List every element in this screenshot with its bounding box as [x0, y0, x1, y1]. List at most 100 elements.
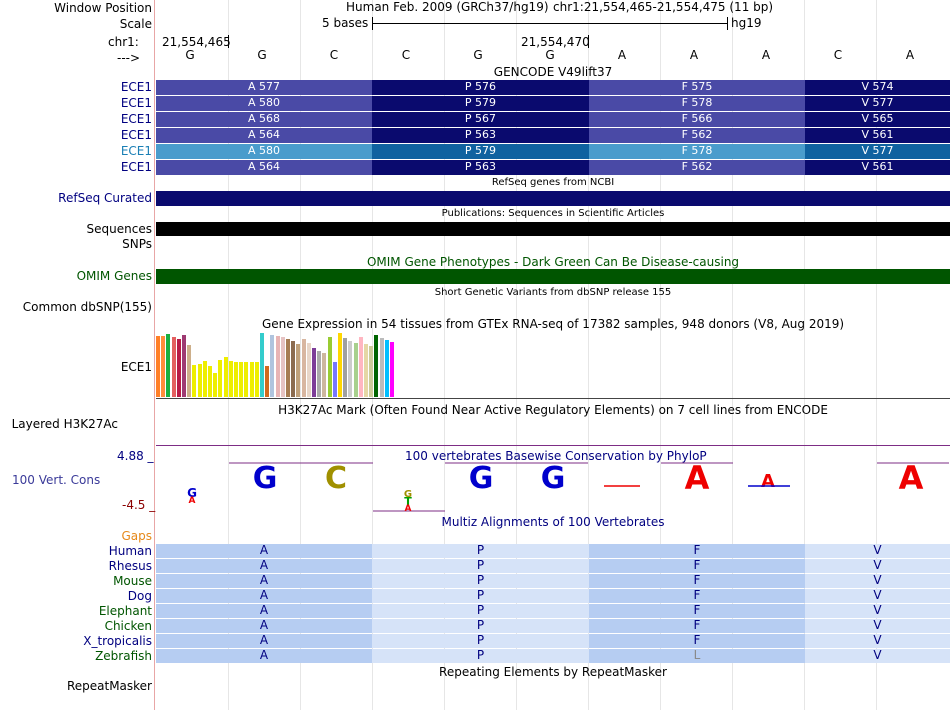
species-label[interactable]: Rhesus: [108, 559, 152, 573]
gtex-tissue-bar[interactable]: [312, 348, 316, 397]
amino-acid-label: P 563: [464, 128, 497, 141]
gtex-tissue-bar[interactable]: [343, 338, 347, 397]
sequences-label[interactable]: Sequences: [86, 222, 152, 236]
gtex-title: Gene Expression in 54 tissues from GTEx …: [261, 317, 845, 331]
h3k27ac-label[interactable]: Layered H3K27Ac: [11, 417, 118, 431]
gtex-tissue-bar[interactable]: [281, 337, 285, 397]
species-label[interactable]: Elephant: [98, 604, 152, 618]
species-label[interactable]: Mouse: [113, 574, 152, 588]
phylop-label[interactable]: 100 Vert. Cons: [12, 473, 101, 487]
alignment-codon: F: [589, 603, 805, 618]
gtex-tissue-bar[interactable]: [203, 361, 207, 397]
gtex-tissue-bar[interactable]: [229, 361, 233, 397]
alignment-codon: V: [805, 588, 950, 603]
gtex-tissue-bar[interactable]: [156, 336, 160, 397]
gtex-tissue-bar[interactable]: [359, 337, 363, 397]
gtex-tissue-bar[interactable]: [250, 362, 254, 397]
sequences-bar[interactable]: [156, 222, 950, 236]
alignment-codon: F: [589, 588, 805, 603]
gtex-tissue-bar[interactable]: [291, 341, 295, 397]
alignment-amino-acid: F: [693, 618, 701, 632]
gtex-tissue-bar[interactable]: [286, 339, 290, 397]
gtex-tissue-bar[interactable]: [307, 343, 311, 397]
gtex-tissue-bar[interactable]: [390, 342, 394, 397]
species-label[interactable]: Dog: [127, 589, 152, 603]
gtex-tissue-bar[interactable]: [260, 333, 264, 397]
gtex-tissue-bar[interactable]: [172, 337, 176, 397]
gencode-transcript-label[interactable]: ECE1: [120, 160, 152, 174]
gaps-label[interactable]: Gaps: [121, 529, 152, 543]
gtex-tissue-bar[interactable]: [333, 362, 337, 397]
gtex-tissue-bar[interactable]: [364, 344, 368, 397]
gtex-bar-chart[interactable]: [156, 333, 536, 397]
gtex-tissue-bar[interactable]: [218, 360, 222, 397]
gtex-tissue-bar[interactable]: [198, 364, 202, 397]
species-label[interactable]: Human: [108, 544, 152, 558]
species-label[interactable]: Chicken: [104, 619, 152, 633]
phylop-logo[interactable]: G C G G A A A G A G T A: [156, 455, 950, 517]
gtex-tissue-bar[interactable]: [369, 346, 373, 397]
gtex-tissue-bar[interactable]: [276, 336, 280, 397]
repeatmasker-label[interactable]: RepeatMasker: [66, 679, 152, 693]
gtex-tissue-bar[interactable]: [322, 353, 326, 397]
alignment-amino-acid: F: [693, 588, 701, 602]
gencode-transcript-label[interactable]: ECE1: [120, 80, 152, 94]
gtex-tissue-bar[interactable]: [265, 366, 269, 397]
gtex-tissue-bar[interactable]: [166, 334, 170, 397]
gtex-tissue-bar[interactable]: [385, 340, 389, 397]
dbsnp-label[interactable]: Common dbSNP(155): [22, 300, 152, 314]
gencode-transcript-row[interactable]: A 564 P 563 F 562 V 561: [156, 160, 950, 175]
gtex-tissue-bar[interactable]: [255, 362, 259, 397]
refseq-label[interactable]: RefSeq Curated: [58, 191, 152, 205]
base-letter: A: [617, 48, 627, 62]
gtex-tissue-bar[interactable]: [208, 366, 212, 397]
gtex-tissue-bar[interactable]: [296, 344, 300, 397]
base-letter: C: [329, 48, 339, 62]
gtex-tissue-bar[interactable]: [213, 373, 217, 397]
species-label[interactable]: Zebrafish: [95, 649, 152, 663]
refseq-gene-bar[interactable]: [156, 191, 950, 206]
gtex-tissue-bar[interactable]: [192, 365, 196, 397]
gencode-transcript-label[interactable]: ECE1: [120, 144, 152, 158]
snps-label[interactable]: SNPs: [122, 237, 152, 251]
assembly-text[interactable]: Human Feb. 2009 (GRCh37/hg19): [346, 0, 549, 14]
gtex-tissue-bar[interactable]: [374, 335, 378, 397]
alignment-codon: P: [372, 633, 589, 648]
amino-acid-segment: P 563: [372, 128, 589, 143]
gtex-tissue-bar[interactable]: [302, 339, 306, 397]
gtex-tissue-bar[interactable]: [224, 357, 228, 397]
gtex-tissue-bar[interactable]: [234, 362, 238, 397]
gencode-transcript-row[interactable]: A 577 P 576 F 575 V 574: [156, 80, 950, 95]
alignment-codon: F: [589, 618, 805, 633]
base-letter: A: [761, 48, 771, 62]
gtex-tissue-bar[interactable]: [348, 341, 352, 397]
gencode-transcript-row[interactable]: A 580 P 579 F 578 V 577: [156, 96, 950, 111]
gencode-transcript-row[interactable]: A 564 P 563 F 562 V 561: [156, 128, 950, 143]
gtex-tissue-bar[interactable]: [328, 337, 332, 397]
gencode-transcript-label[interactable]: ECE1: [120, 112, 152, 126]
gtex-gene-label[interactable]: ECE1: [120, 360, 152, 374]
gencode-transcript-label[interactable]: ECE1: [120, 128, 152, 142]
gtex-tissue-bar[interactable]: [182, 335, 186, 397]
gtex-tissue-bar[interactable]: [187, 345, 191, 397]
gtex-tissue-bar[interactable]: [239, 362, 243, 397]
gtex-tissue-bar[interactable]: [270, 335, 274, 397]
gencode-transcript-row[interactable]: A 568 P 567 F 566 V 565: [156, 112, 950, 127]
position-text[interactable]: chr1:21,554,465-21,554,475 (11 bp): [553, 0, 774, 14]
gencode-transcript-label[interactable]: ECE1: [120, 96, 152, 110]
species-label[interactable]: X_tropicalis: [83, 634, 152, 648]
gencode-transcript-row[interactable]: A 580 P 579 F 578 V 577: [156, 144, 950, 159]
amino-acid-label: F 562: [681, 160, 713, 173]
gtex-tissue-bar[interactable]: [317, 351, 321, 397]
gtex-tissue-bar[interactable]: [354, 343, 358, 397]
phylop-letter-c: C: [325, 461, 347, 496]
gtex-tissue-bar[interactable]: [244, 362, 248, 397]
gtex-tissue-bar[interactable]: [338, 333, 342, 397]
gtex-tissue-bar[interactable]: [161, 336, 165, 397]
gtex-tissue-bar[interactable]: [380, 338, 384, 397]
amino-acid-label: P 567: [464, 112, 497, 125]
gtex-tissue-bar[interactable]: [177, 339, 181, 397]
omim-label[interactable]: OMIM Genes: [76, 269, 152, 283]
omim-gene-bar[interactable]: [156, 269, 950, 284]
